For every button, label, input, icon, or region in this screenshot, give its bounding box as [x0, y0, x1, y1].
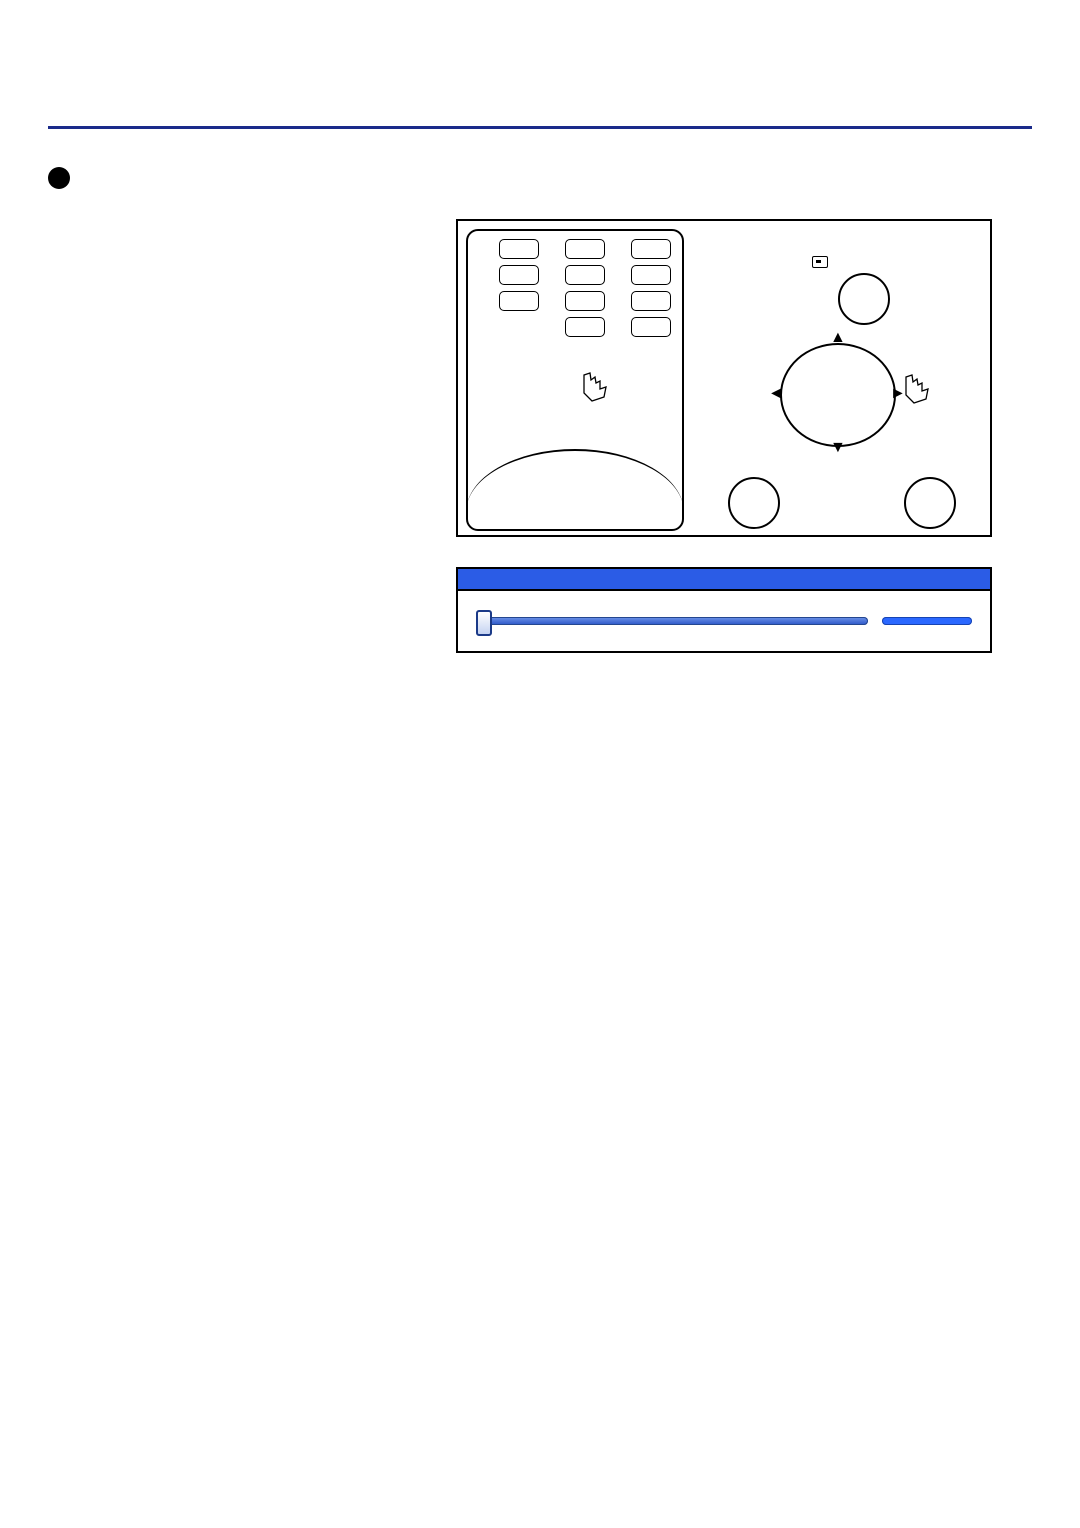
osd-volume-title [458, 569, 990, 591]
computer3-button[interactable] [631, 239, 671, 259]
steps-column [48, 219, 428, 315]
osd-volume-window [456, 567, 992, 653]
no-show-button[interactable] [499, 291, 539, 311]
volume-center-button[interactable] [565, 291, 605, 311]
component-button[interactable] [631, 265, 671, 285]
video-button[interactable] [631, 317, 671, 337]
arrow-ring [780, 343, 896, 447]
arrow-left-icon[interactable]: ◄ [768, 385, 784, 403]
menu-button[interactable] [838, 273, 890, 325]
remote-outline [466, 229, 684, 531]
volume-button[interactable] [565, 317, 605, 337]
arrow-up-icon[interactable]: ▲ [830, 329, 846, 347]
section-bullet [48, 167, 70, 189]
auto-pc-button[interactable] [565, 239, 605, 259]
slider-thumb[interactable] [476, 610, 492, 636]
arrow-pad[interactable]: ▲ ▼ ◄ ► [772, 337, 902, 449]
pointer-hand-icon [578, 371, 612, 405]
remote-and-panel-diagram: ▲ ▼ ◄ ► [456, 219, 992, 537]
cancel-button[interactable] [904, 477, 956, 529]
osd-control-panel: ▲ ▼ ◄ ► [696, 229, 984, 531]
svideo-button[interactable] [631, 291, 671, 311]
section-title [48, 167, 1032, 189]
select-button[interactable] [728, 477, 780, 529]
volume-value [882, 617, 972, 625]
arrow-down-icon[interactable]: ▼ [830, 439, 846, 457]
remote-arc [466, 449, 684, 531]
volume-slider[interactable] [476, 613, 868, 629]
keystone-button[interactable] [565, 265, 605, 285]
pointer-hand-icon [900, 373, 934, 407]
remote-col-1 [488, 237, 550, 317]
remote-col-3 [620, 237, 682, 343]
menu-icon [812, 256, 828, 268]
lamp-control-button[interactable] [499, 265, 539, 285]
chapter-heading [48, 120, 1032, 129]
freeze-button[interactable] [499, 239, 539, 259]
remote-col-2 [554, 237, 616, 343]
slider-track [476, 617, 868, 625]
